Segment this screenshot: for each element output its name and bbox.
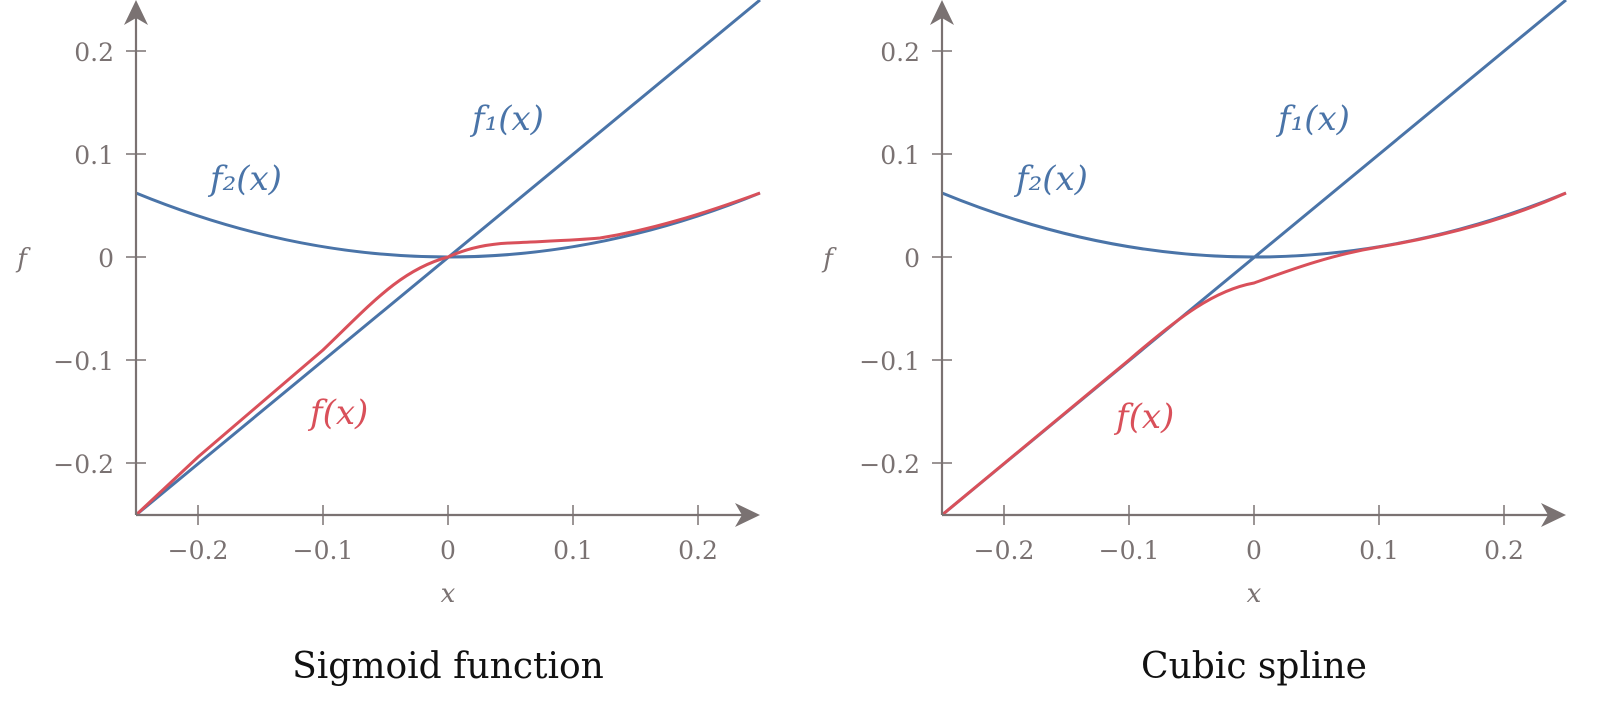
x-tick-label: 0.1: [553, 536, 593, 565]
x-tick-label: 0.1: [1359, 536, 1399, 565]
label-f: f(x): [307, 393, 368, 433]
y-axis-label: f: [821, 244, 837, 274]
y-axis-arrow-icon: [930, 0, 954, 25]
y-tick-label: 0.1: [880, 141, 920, 170]
curve-f2: [135, 191, 761, 259]
y-tick-label: −0.1: [53, 347, 114, 376]
label-f2: f₂(x): [1013, 159, 1088, 199]
label-f: f(x): [1113, 397, 1174, 437]
x-tick-label: 0.2: [1484, 536, 1524, 565]
x-tick-label: 0.2: [678, 536, 718, 565]
y-tick-label: 0.2: [74, 38, 114, 67]
label-f2: f₂(x): [207, 159, 282, 199]
y-tick-label: −0.2: [53, 450, 114, 479]
x-axis-label: x: [441, 579, 456, 609]
x-tick-label: 0: [1246, 536, 1262, 565]
x-tick-label: −0.2: [974, 536, 1035, 565]
x-tick-label: 0: [440, 536, 456, 565]
y-tick-label: 0: [98, 244, 114, 273]
label-f1: f₁(x): [469, 99, 544, 139]
y-tick-label: 0: [904, 244, 920, 273]
x-axis-label: x: [1247, 579, 1262, 609]
x-tick-label: −0.2: [168, 536, 229, 565]
curve-f: [941, 191, 1567, 517]
y-tick-label: −0.2: [859, 450, 920, 479]
y-tick-label: −0.1: [859, 347, 920, 376]
panel-title: Sigmoid function: [292, 646, 604, 687]
label-f1: f₁(x): [1275, 99, 1350, 139]
y-tick-label: 0.1: [74, 141, 114, 170]
y-axis-arrow-icon: [124, 0, 148, 25]
x-tick-label: −0.1: [293, 536, 354, 565]
panel-cubic-spline: −0.2 −0.1 0 0.1 0.2 0.2 0.1 0 −0.1 −0.2 …: [821, 0, 1567, 687]
x-axis-arrow-icon: [1541, 503, 1566, 527]
y-axis-label: f: [15, 244, 31, 274]
x-axis-arrow-icon: [735, 503, 760, 527]
panel-sigmoid: −0.2 −0.1 0 0.1 0.2 0.2 0.1 0 −0.1 −0.2 …: [15, 0, 761, 687]
x-tick-label: −0.1: [1099, 536, 1160, 565]
y-tick-label: 0.2: [880, 38, 920, 67]
curve-f: [134, 191, 761, 517]
panel-title: Cubic spline: [1141, 646, 1367, 687]
